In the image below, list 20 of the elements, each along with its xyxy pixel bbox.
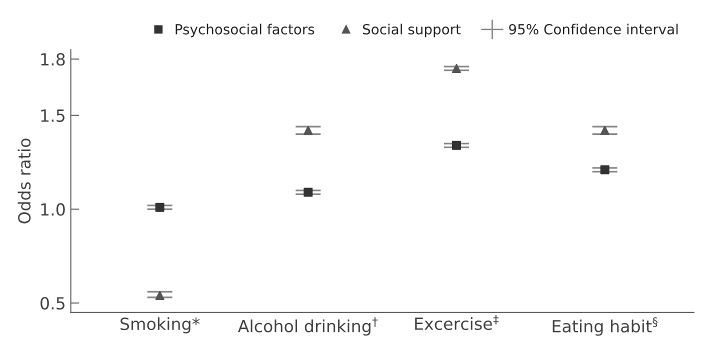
point xyxy=(452,64,461,73)
y-tick-label: 1.0 xyxy=(41,203,65,216)
x-tick-label: Excercise$^{‡}$ xyxy=(415,314,499,330)
x-tick-label: Eating habit$^{§}$ xyxy=(552,317,658,336)
x-tick-label: Smoking* xyxy=(120,317,200,334)
point xyxy=(600,126,610,135)
point xyxy=(155,202,164,212)
y-axis-title: Odds ratio xyxy=(18,138,31,224)
y-tick-label: 1.5 xyxy=(41,110,64,122)
y-tick-label: 0.5 xyxy=(40,296,64,310)
point xyxy=(600,165,610,174)
legend-label: Social support xyxy=(362,24,461,38)
text: 95% Confidence interval xyxy=(509,24,678,35)
point xyxy=(304,188,313,197)
y-tick-label: 1.8 xyxy=(41,53,65,66)
point xyxy=(155,291,164,300)
point xyxy=(304,126,313,135)
point xyxy=(452,140,461,150)
legend-label: Psychosocial factors xyxy=(176,24,314,38)
x-tick-label: Alcohol drinking$^{†}$ xyxy=(238,317,378,336)
